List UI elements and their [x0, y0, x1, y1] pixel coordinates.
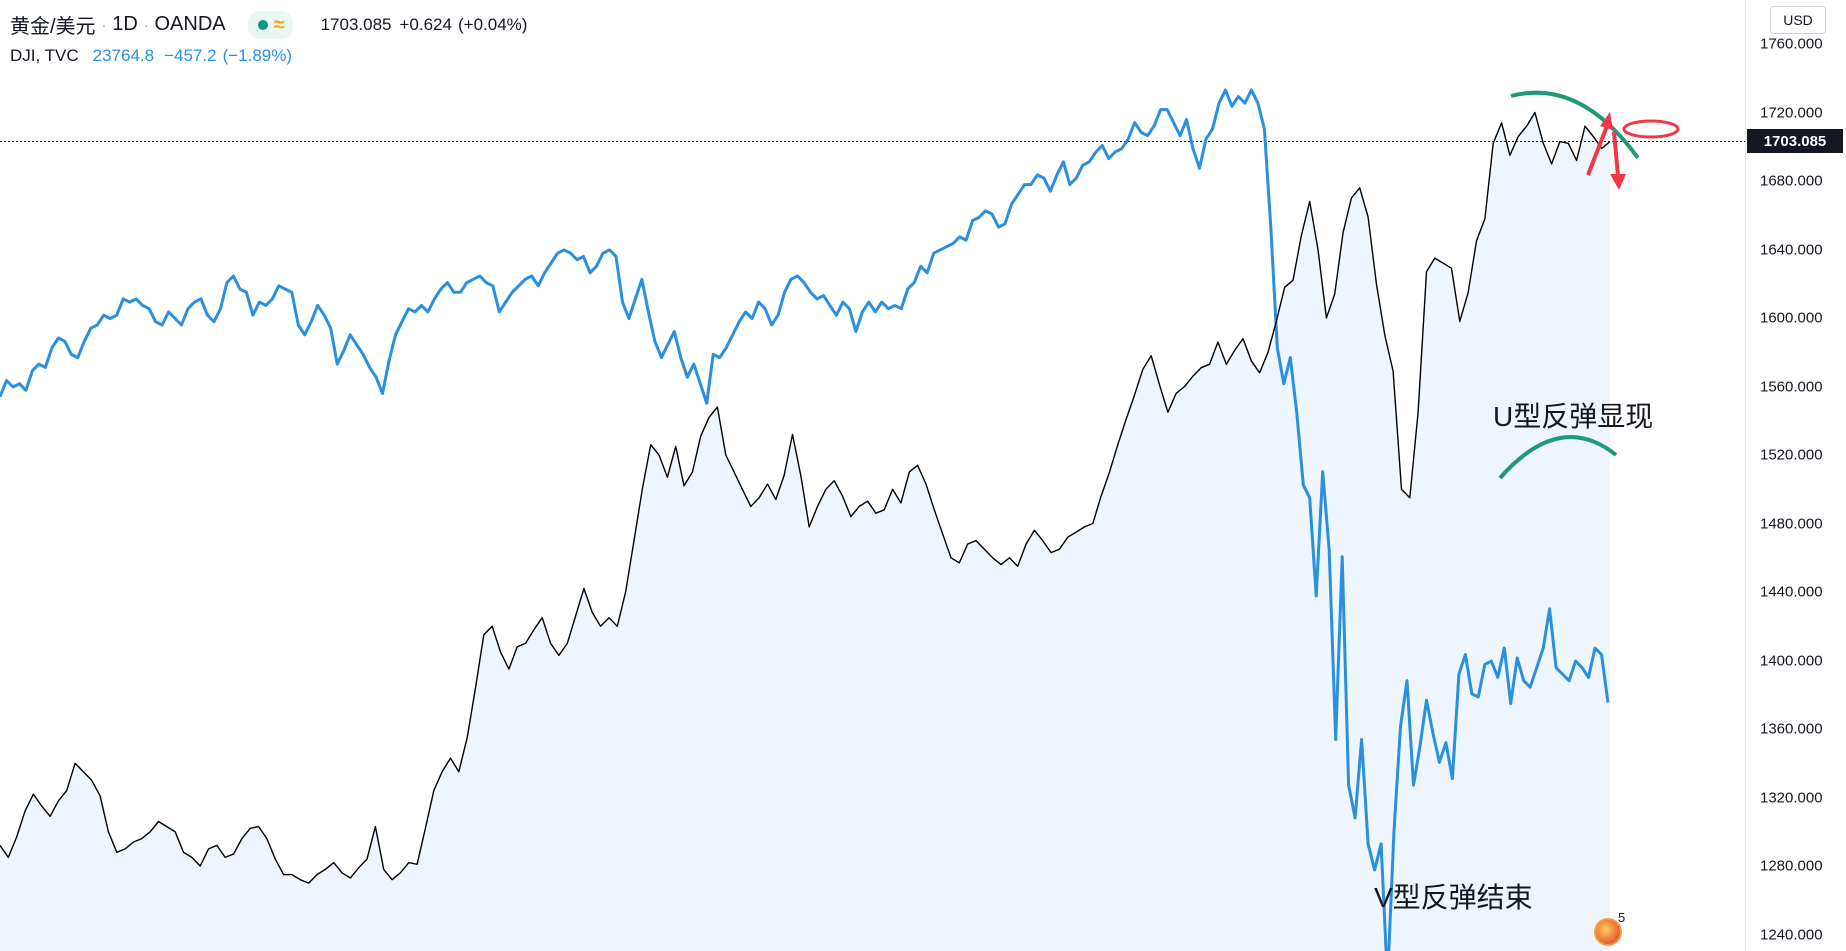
price-tick-label: 1680.000 — [1760, 172, 1823, 190]
price-tick-label: 1560.000 — [1760, 378, 1823, 395]
price-tick-label: 1280.000 — [1760, 857, 1823, 875]
dji-series-line — [0, 88, 1610, 951]
price-tick-label: 1480.000 — [1760, 515, 1823, 532]
us-flag-icon — [1594, 918, 1622, 946]
market-status-pill[interactable]: ≈ — [247, 10, 293, 39]
price-change-pct: (+0.04%) — [457, 14, 528, 34]
last-price: 1703.085 — [320, 14, 392, 34]
u-shape-arc-drawing[interactable] — [1498, 435, 1618, 480]
price-tick-label: 1440.000 — [1760, 583, 1823, 601]
annotation-v-shape[interactable]: V型反弹结束 — [1374, 882, 1533, 913]
compare-value: 23764.8 — [92, 46, 155, 65]
compare-symbol[interactable]: DJI, TVC — [10, 46, 79, 65]
exchange-label[interactable]: OANDA — [154, 13, 226, 35]
price-tick-label: 1360.000 — [1760, 720, 1823, 738]
price-tick-label: 1520.000 — [1760, 446, 1823, 464]
price-tick-label: 1760.000 — [1760, 35, 1823, 53]
top-arc-drawing[interactable] — [1510, 90, 1640, 160]
events-badge[interactable]: 5 — [1594, 910, 1634, 946]
annotation-u-shape[interactable]: U型反弹显现 — [1493, 401, 1654, 432]
compare-change-pct: (−1.89%) — [222, 46, 293, 65]
gold-series-line — [0, 111, 1611, 884]
currency-button[interactable]: USD — [1770, 6, 1826, 34]
price-tick-label: 1640.000 — [1760, 241, 1823, 258]
compare-legend[interactable]: DJI, TVC 23764.8 −457.2 (−1.89%) — [10, 46, 292, 66]
gold-area-fill — [0, 112, 1610, 951]
price-tick-label: 1320.000 — [1760, 789, 1823, 806]
price-axis[interactable] — [1745, 0, 1846, 951]
drawing-layer[interactable] — [1498, 90, 1680, 480]
interval-label[interactable]: 1D — [112, 13, 138, 35]
price-tick-label: 1240.000 — [1760, 926, 1823, 943]
compare-change: −457.2 — [164, 46, 217, 65]
main-legend[interactable]: 黄金/美元 · 1D · OANDA ≈ 1703.085 +0.624 (+0… — [10, 10, 527, 39]
market-open-dot-icon — [257, 19, 268, 30]
legend-separator: · — [101, 16, 107, 33]
legend-separator: · — [143, 16, 149, 33]
price-change: +0.624 — [399, 14, 452, 34]
down-arrow-drawing[interactable] — [1610, 131, 1626, 190]
events-count: 5 — [1618, 910, 1626, 925]
top-ellipse-drawing[interactable] — [1622, 119, 1680, 139]
price-tick-label: 1600.000 — [1760, 309, 1823, 327]
price-tick-label: 1720.000 — [1760, 104, 1823, 121]
symbol-name[interactable]: 黄金/美元 — [10, 16, 96, 38]
price-tick-label: 1400.000 — [1760, 652, 1823, 669]
approx-wave-icon: ≈ — [273, 13, 285, 36]
up-arrow-drawing[interactable] — [1586, 112, 1613, 176]
current-price-tag: 1703.085 — [1747, 129, 1843, 154]
